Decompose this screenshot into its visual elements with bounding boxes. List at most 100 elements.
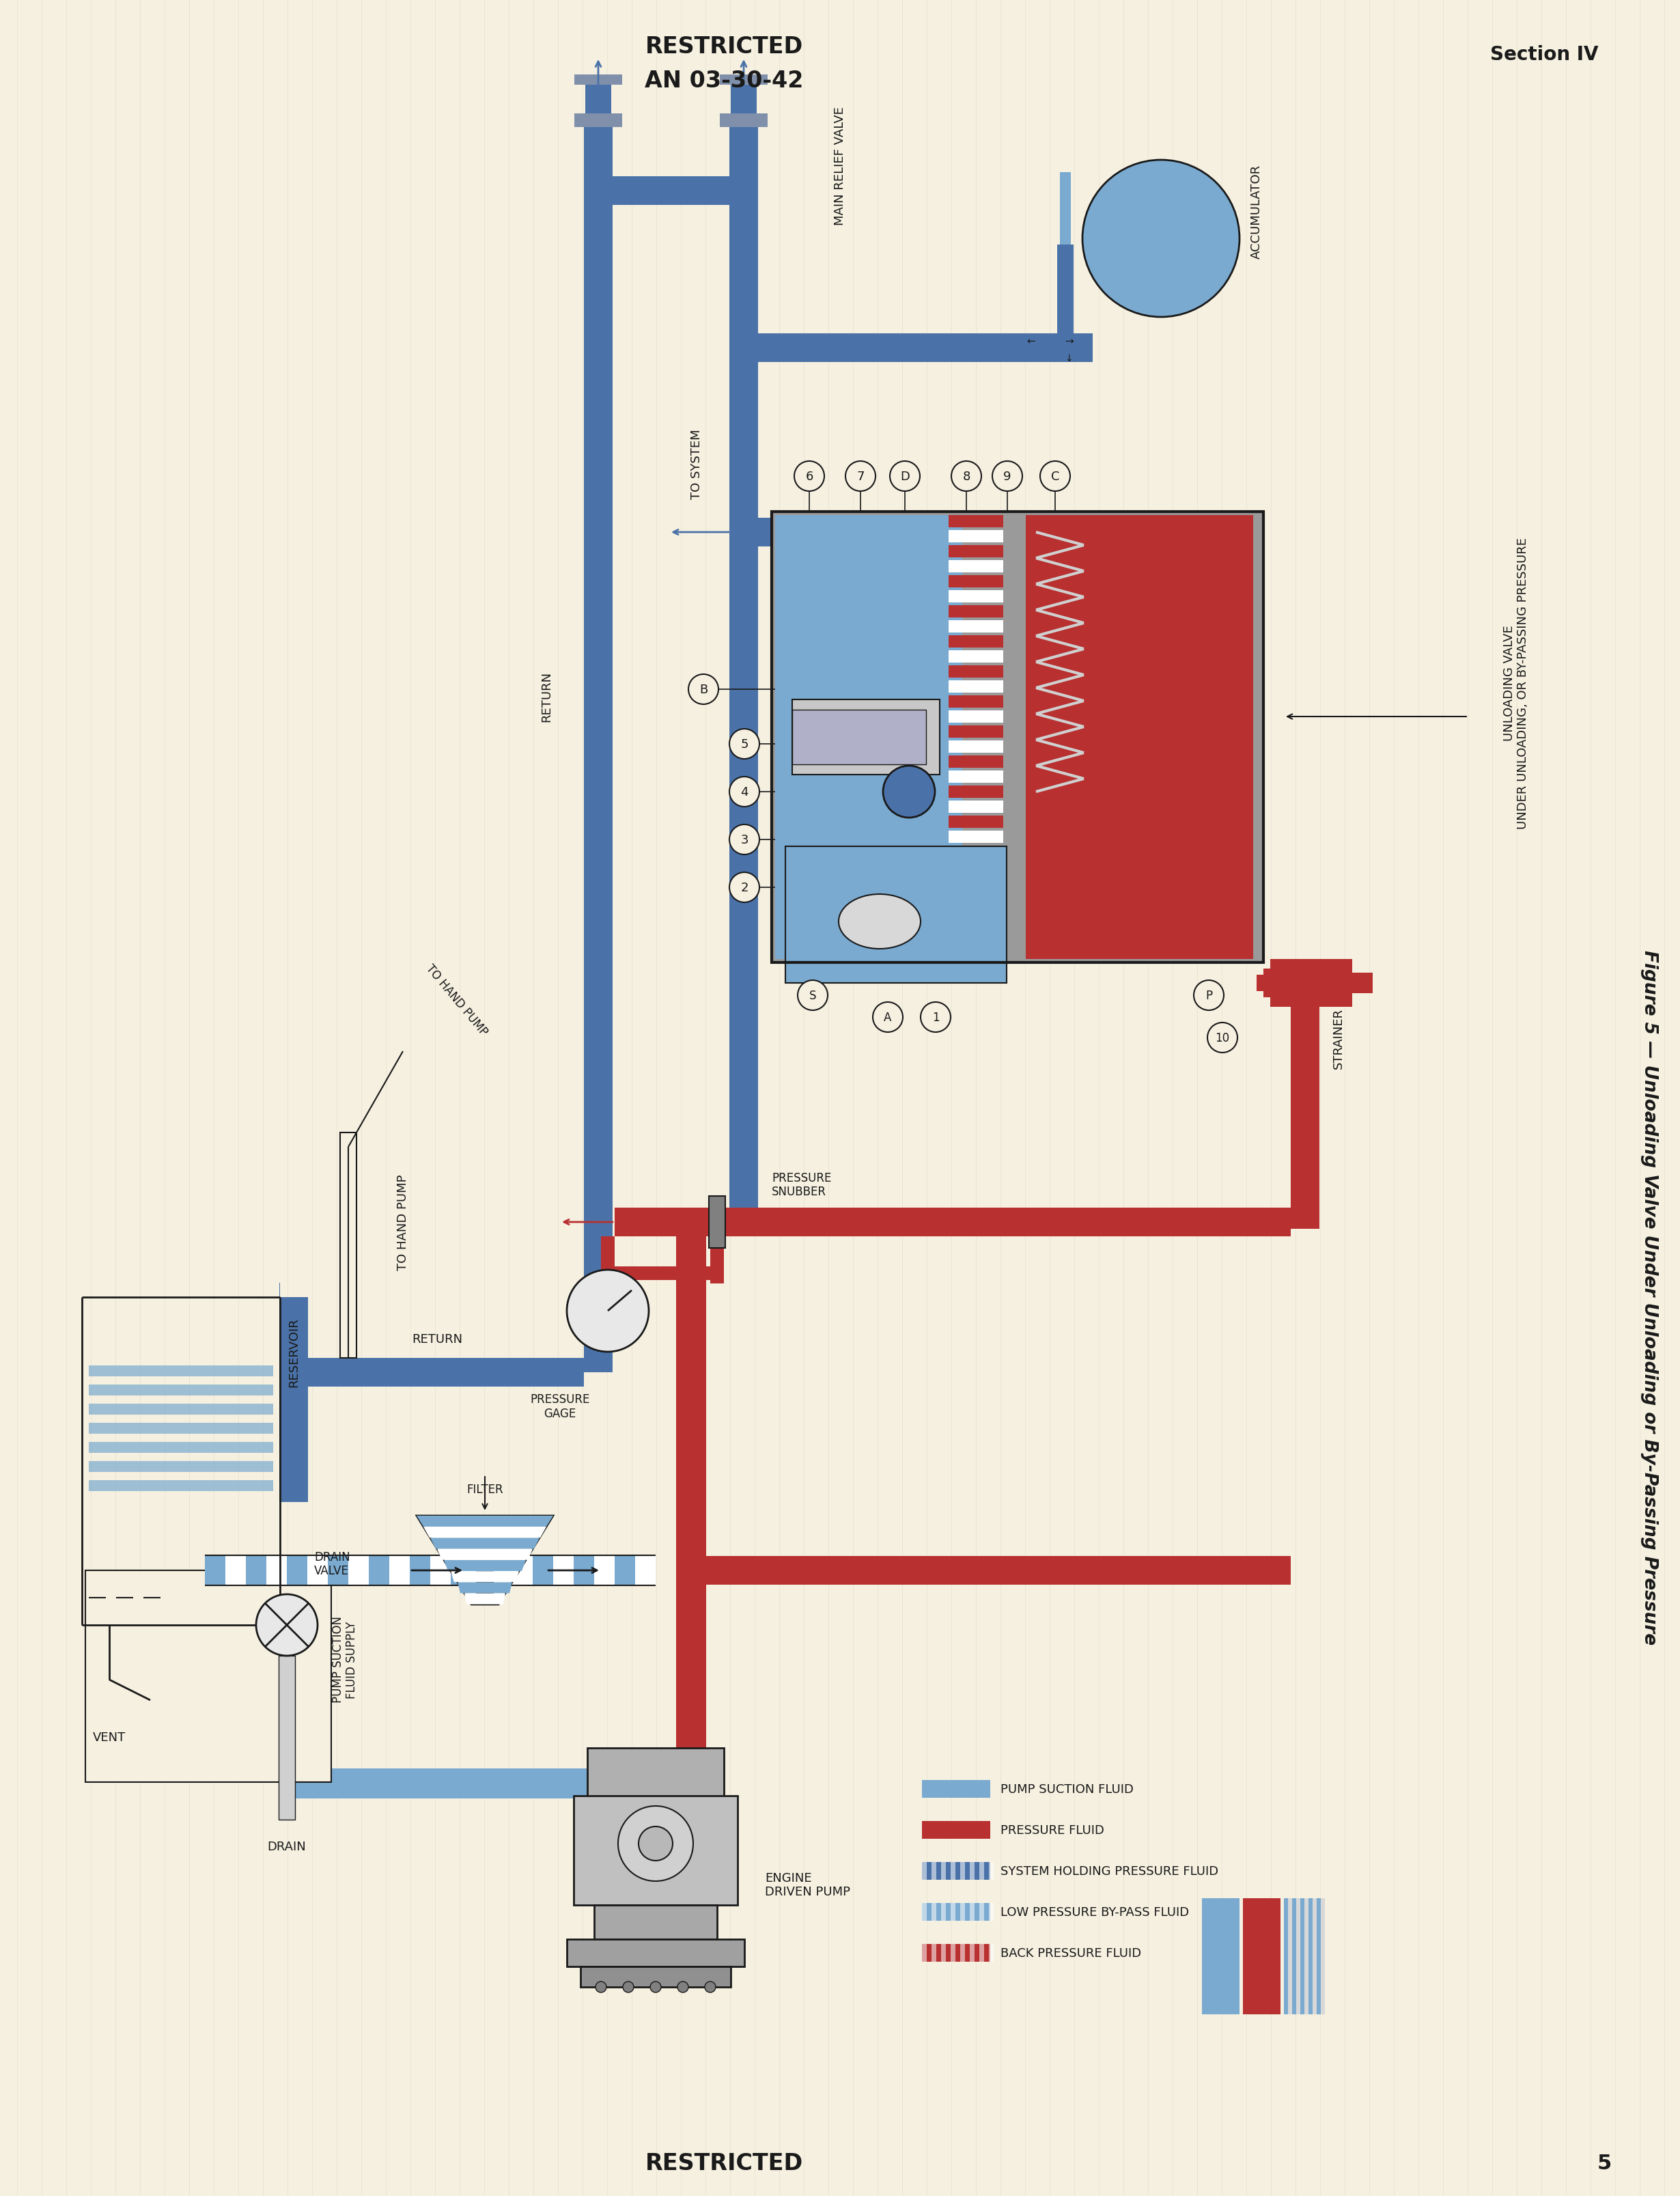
Bar xyxy=(949,531,1003,542)
Polygon shape xyxy=(423,1526,546,1537)
Bar xyxy=(294,1357,585,1388)
Text: C: C xyxy=(1052,470,1060,483)
Circle shape xyxy=(729,777,759,808)
Text: VENT: VENT xyxy=(92,1730,126,1744)
Bar xyxy=(711,1236,724,1285)
Text: RETURN: RETURN xyxy=(541,672,553,722)
Bar xyxy=(1312,1897,1317,2014)
Bar xyxy=(1026,516,1253,960)
Bar xyxy=(281,1768,588,1799)
Circle shape xyxy=(566,1269,648,1353)
Circle shape xyxy=(1194,982,1223,1010)
Bar xyxy=(245,1555,267,1586)
Polygon shape xyxy=(450,1572,519,1583)
Bar xyxy=(573,1796,738,1906)
Polygon shape xyxy=(417,1515,553,1605)
Bar xyxy=(89,1443,274,1454)
Bar xyxy=(595,1906,717,1939)
Bar xyxy=(951,1862,956,1880)
Circle shape xyxy=(951,461,981,492)
Bar xyxy=(566,1939,744,1968)
Text: 7: 7 xyxy=(857,470,865,483)
Bar xyxy=(949,712,1003,722)
Bar xyxy=(990,1943,993,1961)
Bar xyxy=(949,755,1003,769)
Text: RESTRICTED: RESTRICTED xyxy=(645,2152,803,2174)
Text: SYSTEM HOLDING PRESSURE FLUID: SYSTEM HOLDING PRESSURE FLUID xyxy=(1001,1864,1218,1878)
Bar xyxy=(961,1904,964,1922)
Bar xyxy=(922,1781,990,1799)
Bar xyxy=(575,114,622,127)
Bar xyxy=(969,1862,974,1880)
Bar xyxy=(1317,1897,1320,2014)
Text: PRESSURE
GAGE: PRESSURE GAGE xyxy=(531,1392,590,1419)
Bar xyxy=(1304,1897,1309,2014)
Bar xyxy=(793,709,926,764)
Bar xyxy=(949,635,1003,648)
Text: PUMP SUCTION
FLUID SUPPLY: PUMP SUCTION FLUID SUPPLY xyxy=(331,1616,358,1702)
Bar xyxy=(949,892,1003,903)
Bar xyxy=(89,1480,274,1491)
Text: 10: 10 xyxy=(1215,1032,1230,1043)
Circle shape xyxy=(845,461,875,492)
Bar xyxy=(205,1555,225,1586)
Bar xyxy=(941,1904,946,1922)
Bar xyxy=(615,1208,1290,1236)
Bar xyxy=(990,1904,993,1922)
Text: PUMP SUCTION FLUID: PUMP SUCTION FLUID xyxy=(1001,1783,1134,1794)
Bar xyxy=(675,1223,706,1748)
Bar xyxy=(922,1943,990,1961)
Text: A: A xyxy=(884,1012,892,1023)
Bar xyxy=(922,1862,990,1880)
Bar xyxy=(287,1555,307,1586)
Bar xyxy=(949,560,1003,573)
Bar xyxy=(949,650,1003,663)
Circle shape xyxy=(623,1981,633,1992)
Bar xyxy=(785,848,1006,984)
Bar xyxy=(949,621,1003,632)
Bar xyxy=(279,1298,307,1372)
Bar xyxy=(1300,1897,1304,2014)
Text: BACK PRESSURE FLUID: BACK PRESSURE FLUID xyxy=(1001,1948,1141,1959)
Bar xyxy=(168,1594,195,1625)
Bar xyxy=(949,516,1003,527)
Circle shape xyxy=(650,1981,660,1992)
Bar xyxy=(390,1555,410,1586)
Bar xyxy=(949,591,1003,604)
Text: ↓: ↓ xyxy=(1065,354,1074,362)
Bar xyxy=(450,1555,470,1586)
Bar xyxy=(922,1862,927,1880)
Circle shape xyxy=(729,872,759,903)
Bar xyxy=(922,1943,927,1961)
Bar xyxy=(339,1133,356,1357)
Bar xyxy=(89,1403,274,1414)
Text: PRESSURE
SNUBBER: PRESSURE SNUBBER xyxy=(771,1170,832,1199)
Bar xyxy=(949,696,1003,707)
Circle shape xyxy=(618,1805,694,1882)
Bar xyxy=(533,1555,553,1586)
Text: S: S xyxy=(810,990,816,1001)
Bar xyxy=(922,1904,990,1922)
Text: 1: 1 xyxy=(932,1012,939,1023)
Text: 6: 6 xyxy=(805,470,813,483)
Circle shape xyxy=(729,729,759,760)
Bar xyxy=(949,951,1003,964)
Text: RESTRICTED: RESTRICTED xyxy=(645,35,803,57)
Circle shape xyxy=(884,766,936,819)
Bar xyxy=(709,1197,726,1247)
Text: ←: ← xyxy=(1026,336,1035,347)
Polygon shape xyxy=(437,1548,533,1559)
Bar xyxy=(949,771,1003,784)
Bar xyxy=(613,178,729,206)
Bar xyxy=(1297,1897,1300,2014)
Bar xyxy=(758,518,771,547)
Text: ACCUMULATOR: ACCUMULATOR xyxy=(1250,165,1263,259)
Bar xyxy=(1309,1897,1312,2014)
Bar xyxy=(205,1555,655,1586)
Text: →: → xyxy=(1065,336,1074,347)
Text: MAIN RELIEF VALVE: MAIN RELIEF VALVE xyxy=(833,108,847,226)
Text: 8: 8 xyxy=(963,470,971,483)
Bar xyxy=(279,1372,307,1502)
Bar xyxy=(949,907,1003,918)
Text: B: B xyxy=(699,683,707,696)
